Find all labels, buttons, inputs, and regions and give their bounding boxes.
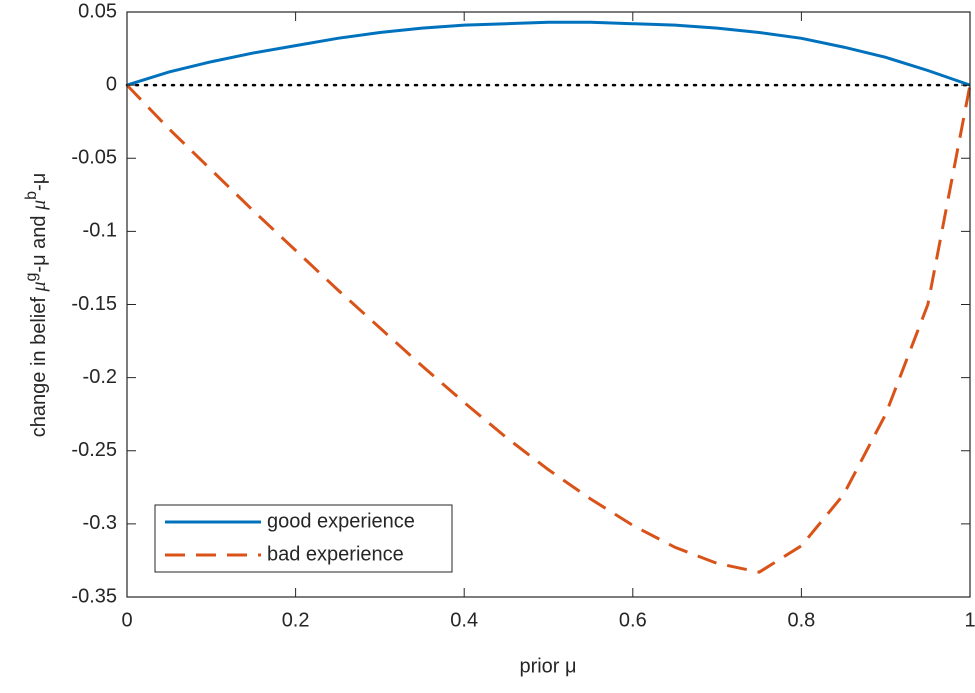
y-tick-label: 0.05 bbox=[78, 0, 117, 22]
x-tick-label: 0.4 bbox=[450, 609, 478, 631]
y-label-part: g bbox=[23, 273, 40, 282]
y-axis-label: change in belief μg-μ and μb-μ bbox=[23, 173, 51, 437]
y-tick-label: -0.15 bbox=[71, 293, 117, 315]
y-tick-label: 0 bbox=[106, 73, 117, 95]
y-label-part: μ bbox=[28, 200, 50, 211]
y-tick-label: -0.2 bbox=[83, 366, 117, 388]
data-line bbox=[126, 20, 971, 87]
x-tick-label: 0.8 bbox=[787, 609, 815, 631]
x-tick-label: 1 bbox=[964, 609, 975, 631]
x-tick-label: 0.6 bbox=[619, 609, 647, 631]
y-tick-label: -0.05 bbox=[71, 147, 117, 169]
y-label-part: μ bbox=[28, 282, 50, 293]
legend-label: bad experience bbox=[267, 543, 404, 565]
y-label-part: b bbox=[23, 191, 40, 200]
y-tick-label: -0.25 bbox=[71, 439, 117, 461]
y-tick-label: -0.1 bbox=[83, 220, 117, 242]
y-label-part: -μ bbox=[28, 173, 50, 191]
legend-box bbox=[154, 504, 453, 573]
y-tick-label: -0.3 bbox=[83, 512, 117, 534]
x-tick-label: 0 bbox=[121, 609, 132, 631]
x-tick-label: 0.2 bbox=[282, 609, 310, 631]
y-tick-label: -0.35 bbox=[71, 585, 117, 607]
x-axis-label: prior μ bbox=[519, 655, 576, 677]
y-label-part: change in belief bbox=[28, 292, 50, 438]
data-line bbox=[125, 84, 972, 574]
legend-label: good experience bbox=[267, 510, 415, 532]
y-label-part: -μ and bbox=[28, 210, 50, 273]
